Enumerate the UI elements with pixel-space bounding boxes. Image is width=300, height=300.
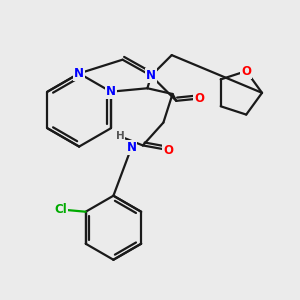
Text: N: N bbox=[74, 67, 84, 80]
Text: N: N bbox=[106, 85, 116, 98]
Text: N: N bbox=[146, 69, 156, 82]
Text: Cl: Cl bbox=[54, 203, 67, 216]
Text: N: N bbox=[126, 141, 136, 154]
Text: O: O bbox=[241, 64, 251, 78]
Text: O: O bbox=[194, 92, 204, 105]
Text: H: H bbox=[116, 131, 124, 141]
Text: O: O bbox=[163, 143, 173, 157]
